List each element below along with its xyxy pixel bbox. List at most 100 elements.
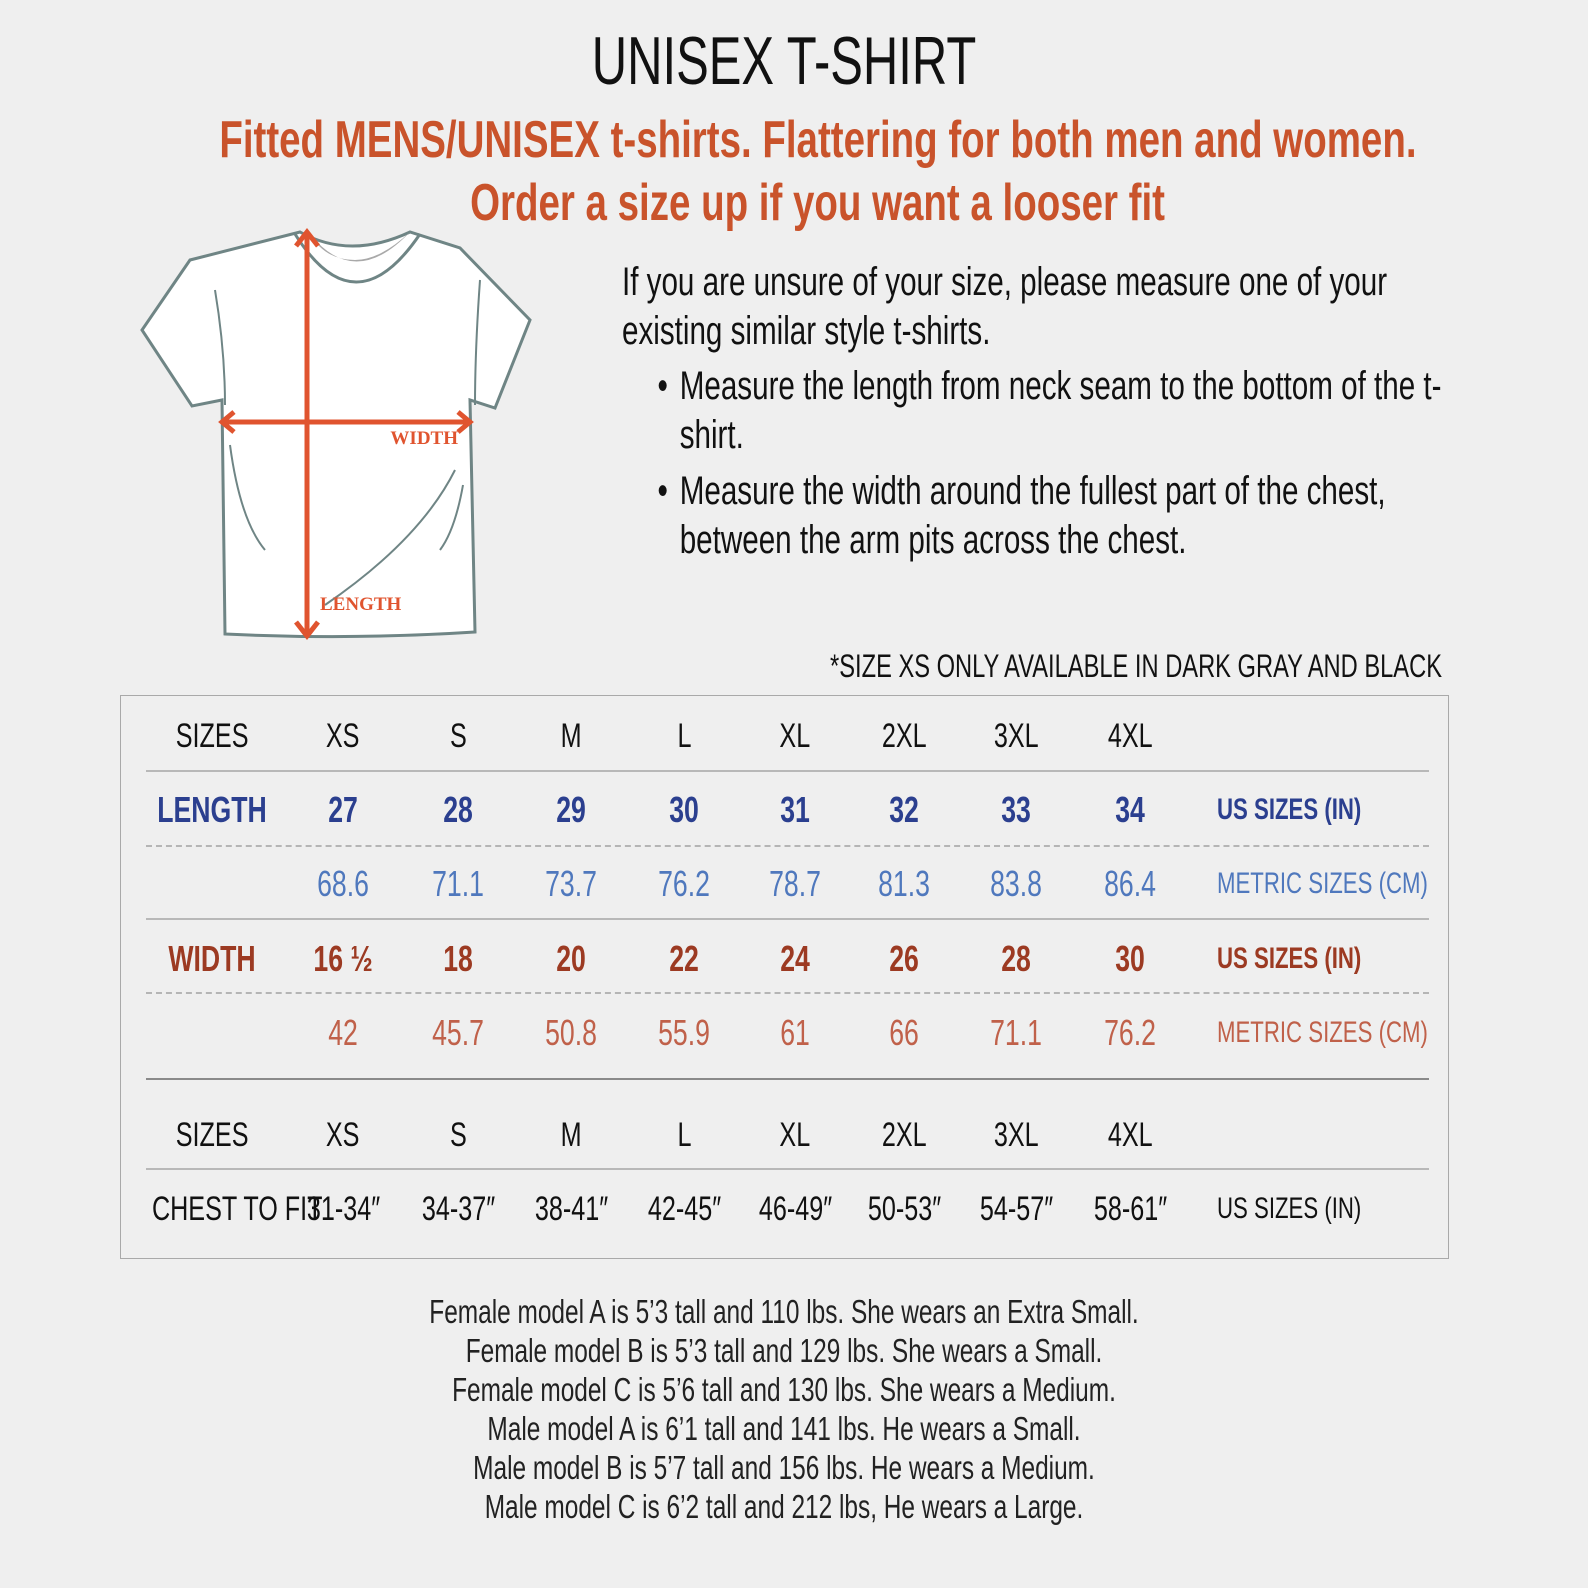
- row-label-text: SIZES: [175, 717, 249, 755]
- cell-value: 34-37″: [421, 1190, 495, 1228]
- table-cell: 32: [844, 785, 964, 835]
- unit-label-text: US SIZES (IN): [1217, 1192, 1362, 1225]
- list-item-text: Measure the length from neck seam to the…: [679, 364, 1442, 457]
- cell-value: 31-34″: [306, 1190, 380, 1228]
- table-cell: L: [624, 1110, 744, 1160]
- unit-label: US SIZES (IN): [1217, 1184, 1412, 1234]
- row-label-text: LENGTH: [157, 789, 267, 830]
- table-cell: 28: [398, 785, 518, 835]
- cell-value: 86.4: [1104, 863, 1156, 904]
- cell-value: 2XL: [881, 1116, 927, 1154]
- cell-value: M: [560, 1116, 582, 1154]
- table-cell: 71.1: [956, 1008, 1076, 1058]
- unit-label-text: METRIC SIZES (CM): [1217, 1016, 1428, 1049]
- cell-value: 30: [1115, 938, 1145, 979]
- cell-value: 83.8: [990, 863, 1042, 904]
- cell-value: 54-57″: [979, 1190, 1053, 1228]
- cell-value: 22: [669, 938, 699, 979]
- table-cell: 55.9: [624, 1008, 744, 1058]
- cell-value: 81.3: [878, 863, 930, 904]
- table-cell: S: [398, 711, 518, 761]
- chest-row: CHEST TO FIT 31-34″ 34-37″ 38-41″ 42-45″ 46-4…: [121, 1184, 1448, 1234]
- cell-value: 76.2: [1104, 1012, 1156, 1053]
- cell-value: 55.9: [658, 1012, 710, 1053]
- table-cell: 83.8: [956, 859, 1076, 909]
- table-cell: M: [511, 711, 631, 761]
- cell-value: 18: [443, 938, 473, 979]
- cell-value: 3XL: [993, 1116, 1039, 1154]
- cell-value: 31: [780, 789, 810, 830]
- cell-value: 78.7: [769, 863, 821, 904]
- width-us-row: WIDTH 16 ½ 18 20 22 24 26 28 30 US SIZES (IN): [121, 934, 1448, 984]
- table-cell: 34: [1070, 785, 1190, 835]
- row-label: LENGTH: [122, 785, 302, 835]
- cell-value: 32: [889, 789, 919, 830]
- cell-value: S: [449, 1116, 467, 1154]
- cell-value: 33: [1001, 789, 1031, 830]
- unit-label-text: METRIC SIZES (CM): [1217, 867, 1428, 900]
- subtitle-text: Order a size up if you want a looser fit: [470, 174, 1166, 232]
- table-cell: 61: [735, 1008, 855, 1058]
- table-cell: XS: [283, 1110, 403, 1160]
- subtitle-text: Fitted MENS/UNISEX t-shirts. Flattering …: [219, 111, 1417, 169]
- cell-value: 50-53″: [867, 1190, 941, 1228]
- list-item: • Measure the length from neck seam to th…: [657, 364, 1442, 457]
- row-label-text: CHEST TO FIT: [151, 1190, 323, 1228]
- table-cell: 46-49″: [735, 1184, 855, 1234]
- cell-value: 2XL: [881, 717, 927, 755]
- instructions-list: • Measure the length from neck seam to th…: [622, 362, 1443, 565]
- page-title: UNISEX T-SHIRT: [0, 22, 1568, 100]
- page-title-text: UNISEX T-SHIRT: [591, 23, 977, 99]
- unit-label: METRIC SIZES (CM): [1217, 859, 1502, 909]
- table-cell: 73.7: [511, 859, 631, 909]
- cell-value: 3XL: [993, 717, 1039, 755]
- table-cell: S: [398, 1110, 518, 1160]
- cell-value: 26: [889, 938, 919, 979]
- table-cell: 31-34″: [283, 1184, 403, 1234]
- length-label: LENGTH: [320, 594, 402, 615]
- table-cell: 66: [844, 1008, 964, 1058]
- cell-value: 29: [556, 789, 586, 830]
- table-cell: 26: [844, 934, 964, 984]
- subtitle-line-1: Fitted MENS/UNISEX t-shirts. Flattering …: [0, 110, 1588, 170]
- table-cell: 81.3: [844, 859, 964, 909]
- table-cell: 34-37″: [398, 1184, 518, 1234]
- list-item-text: Measure the width around the fullest par…: [679, 469, 1386, 562]
- row-label: SIZES: [122, 711, 302, 761]
- table-cell: 28: [956, 934, 1076, 984]
- row-label: SIZES: [122, 1110, 302, 1160]
- model-line: Male model C is 6’2 tall and 212 lbs, He…: [484, 1488, 1084, 1525]
- cell-value: 61: [780, 1012, 810, 1053]
- width-label: WIDTH: [390, 428, 458, 449]
- table-cell: 30: [1070, 934, 1190, 984]
- table-cell: 29: [511, 785, 631, 835]
- model-info: Female model A is 5’3 tall and 110 lbs. …: [0, 1292, 1568, 1526]
- cell-value: 45.7: [432, 1012, 484, 1053]
- table-cell: 30: [624, 785, 744, 835]
- width-metric-row: 42 45.7 50.8 55.9 61 66 71.1 76.2 METRIC SIZES (…: [121, 1008, 1448, 1058]
- table-cell: 38-41″: [511, 1184, 631, 1234]
- length-us-row: LENGTH 27 28 29 30 31 32 33 34 US SIZES (IN): [121, 785, 1448, 835]
- cell-value: M: [560, 717, 582, 755]
- cell-value: 16 ½: [313, 938, 373, 979]
- sizes-header-row: SIZES XS S M L XL 2XL 3XL 4XL: [121, 711, 1448, 761]
- table-cell: 42-45″: [624, 1184, 744, 1234]
- cell-value: L: [676, 717, 691, 755]
- table-cell: 27: [283, 785, 403, 835]
- cell-value: 71.1: [432, 863, 484, 904]
- cell-value: 4XL: [1107, 1116, 1153, 1154]
- size-chart-table: SIZES XS S M L XL 2XL 3XL 4XL LENGTH 27 28 29 30 31 32 3…: [120, 695, 1449, 1259]
- cell-value: 66: [889, 1012, 919, 1053]
- tshirt-measurement-diagram: WIDTH LENGTH: [140, 227, 532, 641]
- availability-note: *SIZE XS ONLY AVAILABLE IN DARK GRAY AND…: [615, 648, 1442, 685]
- row-label: WIDTH: [122, 934, 302, 984]
- table-cell: 50.8: [511, 1008, 631, 1058]
- table-cell: 2XL: [844, 1110, 964, 1160]
- width-arrow: [218, 410, 474, 434]
- table-cell: 45.7: [398, 1008, 518, 1058]
- row-label-text: SIZES: [175, 1116, 249, 1154]
- measuring-instructions: If you are unsure of your size, please m…: [622, 258, 1522, 572]
- unit-label: METRIC SIZES (CM): [1217, 1008, 1502, 1058]
- table-cell: XS: [283, 711, 403, 761]
- table-cell: M: [511, 1110, 631, 1160]
